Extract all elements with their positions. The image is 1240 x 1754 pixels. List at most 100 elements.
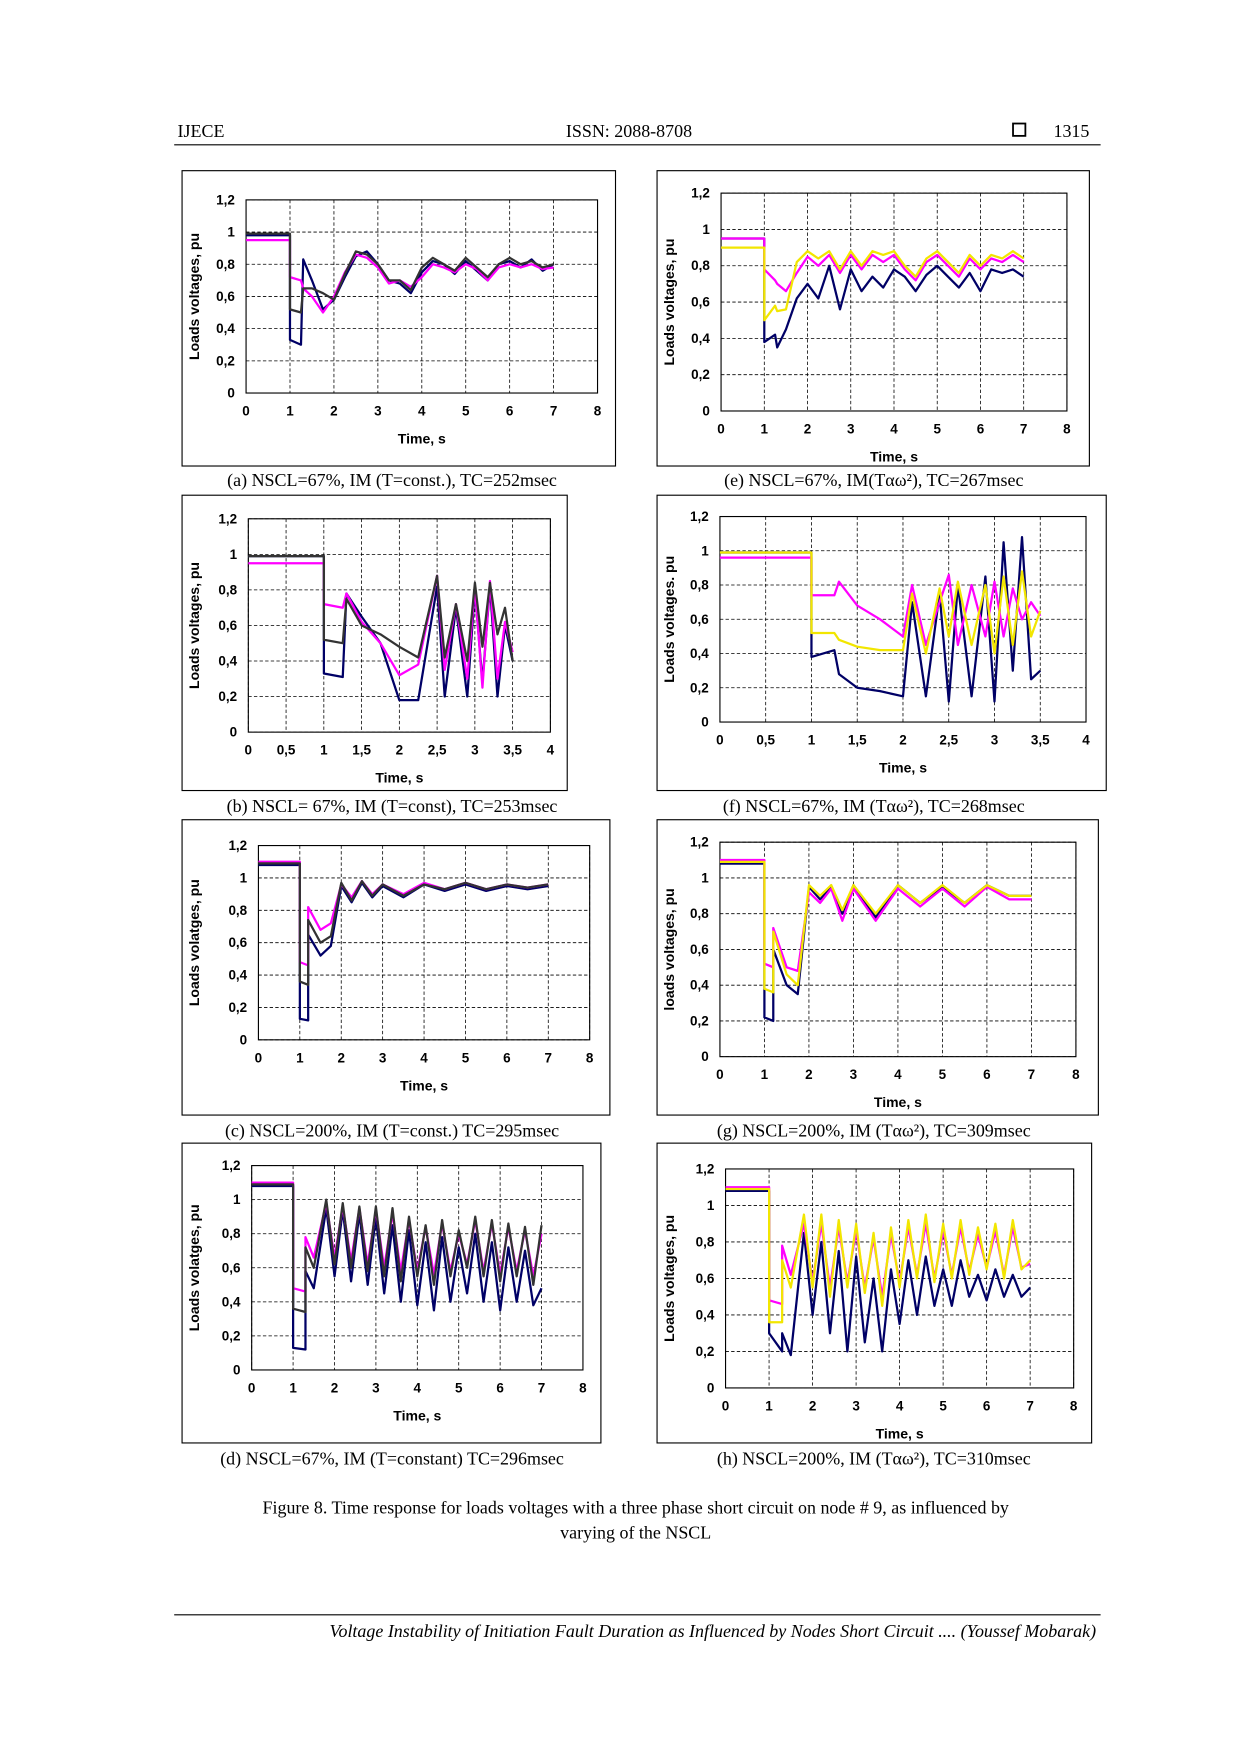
chart-caption: (e) NSCL=67%, IM(Tαω²), TC=267msec xyxy=(724,470,1023,491)
y-tick-label: 1,2 xyxy=(228,838,247,853)
y-tick-label: 1 xyxy=(240,870,248,885)
y-tick-label: 0,4 xyxy=(691,331,710,346)
y-tick-label: 0,6 xyxy=(218,618,237,633)
x-tick-label: 5 xyxy=(455,1380,463,1395)
x-tick-label: 3 xyxy=(374,403,382,418)
x-axis-title: Time, s xyxy=(876,1425,924,1441)
y-tick-label: 0,2 xyxy=(690,680,709,695)
chart-frame xyxy=(656,1142,1093,1444)
y-axis-title: loads voltages, pu xyxy=(661,888,677,1010)
x-tick-label: 5 xyxy=(462,1050,470,1065)
x-tick-label: 8 xyxy=(594,403,602,418)
x-tick-label: 8 xyxy=(1072,1067,1080,1082)
x-axis-title: Time, s xyxy=(398,431,446,447)
x-tick-label: 5 xyxy=(933,421,941,436)
series-line xyxy=(719,556,1042,647)
x-tick-label: 1 xyxy=(761,421,769,436)
x-tick-label: 6 xyxy=(503,1050,511,1065)
chart-frame xyxy=(181,819,611,1116)
x-tick-label: 1,5 xyxy=(352,743,371,758)
x-tick-label: 8 xyxy=(586,1050,594,1065)
x-tick-label: 0 xyxy=(722,1398,730,1413)
y-tick-label: 0,4 xyxy=(690,978,709,993)
y-tick-label: 1,2 xyxy=(690,835,709,850)
chart-frame xyxy=(181,1142,602,1444)
x-tick-label: 2 xyxy=(805,1067,813,1082)
series-line xyxy=(721,237,1025,349)
x-tick-label: 4 xyxy=(890,421,898,436)
x-tick-label: 7 xyxy=(538,1380,546,1395)
x-tick-label: 7 xyxy=(550,403,558,418)
x-axis-title: Time, s xyxy=(879,760,927,776)
series-line xyxy=(719,551,1042,655)
y-tick-label: 0 xyxy=(230,725,238,740)
y-axis-title: Loads voltages, pu xyxy=(186,562,202,689)
series-line xyxy=(246,234,555,346)
figure-caption: varying of the NSCL xyxy=(560,1522,711,1542)
x-tick-label: 0 xyxy=(245,743,253,758)
x-axis-title: Time, s xyxy=(375,770,423,786)
y-tick-label: 1 xyxy=(227,225,235,240)
y-axis-title: Loads voltages, pu xyxy=(661,1215,677,1342)
y-tick-label: 0,4 xyxy=(218,654,237,669)
header-page-number: 1315 xyxy=(1053,121,1089,141)
x-tick-label: 4 xyxy=(414,1380,422,1395)
y-tick-label: 1,2 xyxy=(690,509,709,524)
chart-frame xyxy=(181,170,617,467)
y-tick-label: 0,2 xyxy=(696,1344,715,1359)
y-tick-label: 0 xyxy=(701,1049,709,1064)
x-tick-label: 6 xyxy=(496,1380,504,1395)
y-tick-label: 0 xyxy=(233,1362,241,1377)
x-tick-label: 0 xyxy=(242,403,249,418)
x-tick-label: 3,5 xyxy=(503,743,522,758)
y-tick-label: 0,8 xyxy=(690,906,709,921)
series-line xyxy=(251,1183,543,1314)
y-tick-label: 1,2 xyxy=(216,192,235,207)
x-tick-label: 5 xyxy=(939,1067,947,1082)
y-tick-label: 0 xyxy=(240,1032,248,1047)
x-tick-label: 1 xyxy=(765,1398,773,1413)
header-issn: ISSN: 2088-8708 xyxy=(566,121,692,141)
series-line xyxy=(248,555,514,663)
header-icon xyxy=(1012,122,1027,137)
chart-caption: (g) NSCL=200%, IM (Tαω²), TC=309msec xyxy=(717,1120,1031,1141)
y-tick-label: 0,8 xyxy=(218,582,237,597)
x-axis-title: Time, s xyxy=(393,1407,441,1423)
y-tick-label: 0,4 xyxy=(216,321,235,336)
x-tick-label: 4 xyxy=(418,403,426,418)
y-tick-label: 0,8 xyxy=(690,578,709,593)
x-tick-label: 6 xyxy=(983,1398,991,1413)
series-line xyxy=(251,1184,543,1351)
series-line xyxy=(721,237,1025,293)
x-tick-label: 0,5 xyxy=(756,732,775,747)
y-tick-label: 0,8 xyxy=(691,258,710,273)
y-tick-label: 0,6 xyxy=(696,1271,715,1286)
series-line xyxy=(246,232,554,314)
footer: Voltage Instability of Initiation Fault … xyxy=(329,1621,1096,1642)
chart-frame xyxy=(656,819,1099,1116)
y-tick-label: 1 xyxy=(701,543,709,558)
y-tick-label: 0 xyxy=(227,386,235,401)
x-tick-label: 6 xyxy=(977,421,985,436)
y-tick-label: 1,2 xyxy=(696,1161,715,1176)
chart-caption: (c) NSCL=200%, IM (T=const.) TC=295msec xyxy=(225,1120,559,1141)
y-tick-label: 0,6 xyxy=(690,612,709,627)
x-tick-label: 5 xyxy=(939,1398,947,1413)
series-line xyxy=(258,862,549,986)
x-tick-label: 1 xyxy=(286,403,294,418)
x-tick-label: 0,5 xyxy=(277,743,296,758)
y-tick-label: 0 xyxy=(701,715,709,730)
x-tick-label: 4 xyxy=(1082,732,1090,747)
x-tick-label: 1 xyxy=(296,1050,304,1065)
figure-caption: Figure 8. Time response for loads voltag… xyxy=(263,1498,1009,1518)
y-tick-label: 0,2 xyxy=(222,1328,241,1343)
y-tick-label: 0,6 xyxy=(222,1260,241,1275)
chart-caption: (a) NSCL=67%, IM (T=const.), TC=252msec xyxy=(227,470,557,491)
x-tick-label: 3 xyxy=(847,421,855,436)
x-tick-label: 7 xyxy=(1020,421,1028,436)
y-tick-label: 1 xyxy=(233,1192,241,1207)
y-tick-label: 1 xyxy=(702,222,710,237)
x-tick-label: 2 xyxy=(899,732,907,747)
x-axis-title: Time, s xyxy=(874,1094,922,1110)
x-tick-label: 5 xyxy=(462,403,470,418)
